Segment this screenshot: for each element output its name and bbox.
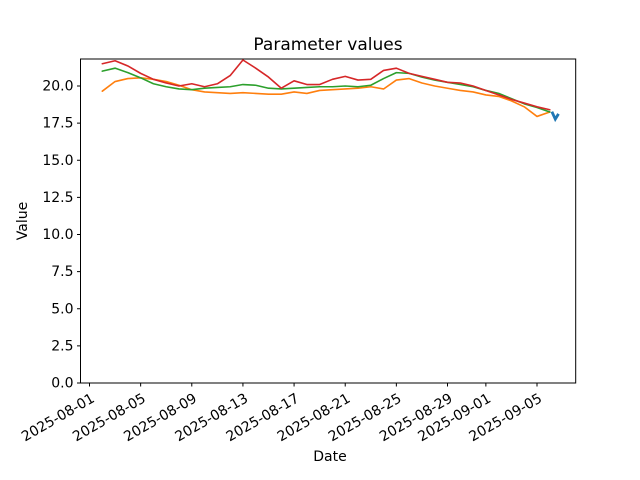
series-red-line: [101, 59, 551, 111]
y-axis-label: Value: [15, 202, 31, 240]
y-tick-label: 2.5: [51, 338, 73, 354]
y-tick-label: 7.5: [51, 264, 73, 280]
plot-area: [80, 58, 577, 384]
y-tick-label: 5.0: [51, 301, 73, 317]
y-tick-label: 12.5: [42, 190, 73, 206]
y-tick-label: 20.0: [42, 79, 73, 95]
x-axis-ticks: 2025-08-012025-08-052025-08-092025-08-13…: [19, 383, 545, 445]
chart-title: Parameter values: [253, 35, 402, 55]
y-tick-label: 17.5: [42, 116, 73, 132]
y-tick-label: 0.0: [51, 376, 73, 392]
y-axis-ticks: 0.0 2.5 5.0 7.5 10.0 12.5 15.0 17.5 20.0: [42, 79, 81, 392]
data-series: [101, 59, 560, 123]
series-orange-line: [101, 77, 551, 118]
series-blue-caret-down-marker: [550, 111, 560, 123]
y-tick-label: 10.0: [42, 227, 73, 243]
y-tick-label: 15.0: [42, 153, 73, 169]
x-axis-label: Date: [313, 449, 346, 465]
